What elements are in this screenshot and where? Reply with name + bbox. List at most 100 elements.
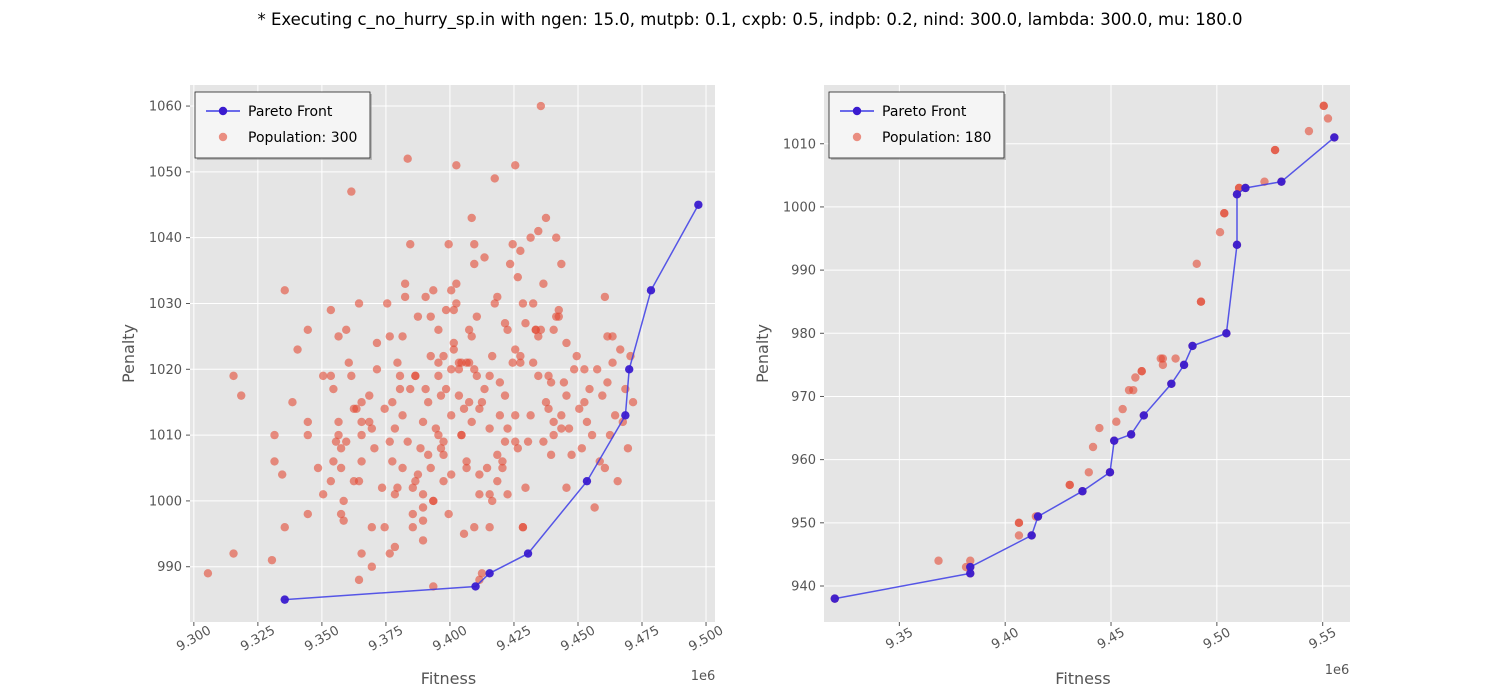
population-point [546, 378, 556, 387]
population-point [1095, 423, 1104, 433]
population-point [436, 391, 446, 400]
population-point [423, 397, 433, 407]
population-point [503, 325, 512, 335]
population-point [390, 490, 400, 499]
population-point [270, 457, 279, 466]
population-point [608, 358, 617, 367]
pareto-front-point [1033, 512, 1043, 521]
population-point [444, 240, 453, 249]
pareto-front-point [280, 595, 289, 604]
y-tick-label: 1000 [783, 200, 816, 215]
y-tick-label: 1010 [783, 137, 816, 152]
population-point [370, 444, 379, 453]
population-point [403, 154, 412, 163]
population-point [398, 411, 407, 420]
population-point [470, 259, 479, 269]
population-point [400, 292, 410, 302]
pareto-front-point [646, 286, 656, 295]
population-point [475, 404, 484, 413]
population-point [413, 470, 423, 479]
population-point [549, 325, 558, 335]
population-point [503, 490, 512, 499]
population-point [598, 391, 607, 400]
population-point [562, 391, 571, 400]
population-point [393, 358, 402, 367]
population-point [380, 523, 389, 532]
legend-population-label: Population: 180 [882, 130, 991, 146]
population-point [628, 397, 638, 407]
population-point [487, 351, 497, 361]
population-point [600, 463, 610, 473]
population-point [485, 424, 494, 433]
pareto-front-point [471, 582, 480, 591]
population-point [452, 299, 461, 308]
population-point [393, 483, 402, 492]
x-tick-label: 9.325 [238, 623, 278, 655]
population-point [229, 549, 238, 558]
population-point [500, 437, 510, 446]
population-point [487, 496, 497, 506]
population-point [1196, 297, 1206, 306]
population-point [418, 503, 428, 512]
population-point [395, 371, 405, 381]
population-point [528, 299, 538, 308]
population-point [434, 358, 443, 367]
population-point [423, 450, 433, 460]
x-tick-label: 9.45 [1095, 625, 1128, 652]
pareto-front-point [830, 594, 839, 603]
legend-pareto-marker [852, 106, 862, 116]
population-point [447, 470, 456, 479]
population-point [1112, 417, 1121, 426]
population-point [408, 509, 418, 519]
population-point [513, 272, 523, 282]
y-tick-label: 1030 [149, 297, 182, 312]
population-point [541, 213, 551, 223]
population-point [400, 279, 410, 288]
population-point [523, 437, 533, 446]
population-point [421, 384, 430, 394]
population-point [485, 523, 494, 532]
population-point [452, 279, 461, 288]
y-axis-label: Penalty [119, 324, 138, 383]
pareto-front-point [582, 476, 592, 486]
population-point [498, 457, 507, 466]
population-point [516, 358, 525, 367]
x-axis-label: Fitness [1055, 669, 1110, 688]
population-point [467, 332, 476, 341]
pareto-front-point [1188, 341, 1197, 351]
population-point [293, 345, 302, 354]
population-point [511, 411, 520, 420]
x-tick-label: 9.375 [366, 623, 406, 655]
population-point [1129, 385, 1138, 395]
population-point [336, 463, 346, 473]
population-point [439, 476, 448, 486]
legend-population-marker [852, 132, 862, 142]
population-point [457, 430, 466, 440]
x-offset-label: 1e6 [691, 669, 716, 684]
population-point [357, 417, 366, 427]
population-point [280, 523, 289, 532]
population-point [1088, 442, 1098, 452]
population-point [1304, 126, 1314, 136]
population-point [203, 569, 213, 578]
population-point [544, 404, 553, 413]
population-point [439, 437, 448, 446]
population-point [610, 411, 620, 420]
population-point [237, 391, 246, 400]
population-point [318, 490, 328, 499]
population-point [426, 463, 435, 473]
y-tick-label: 1050 [149, 165, 182, 180]
pareto-front-point [1078, 487, 1087, 496]
population-point [439, 450, 448, 460]
population-point [475, 575, 484, 585]
population-point [495, 411, 505, 420]
population-point [329, 457, 338, 466]
population-point [357, 397, 366, 407]
y-tick-label: 970 [791, 390, 816, 405]
population-point [411, 371, 420, 381]
population-point [541, 397, 551, 407]
population-point [585, 384, 594, 394]
population-point [411, 476, 420, 486]
population-point [280, 286, 289, 295]
population-point [493, 292, 502, 302]
